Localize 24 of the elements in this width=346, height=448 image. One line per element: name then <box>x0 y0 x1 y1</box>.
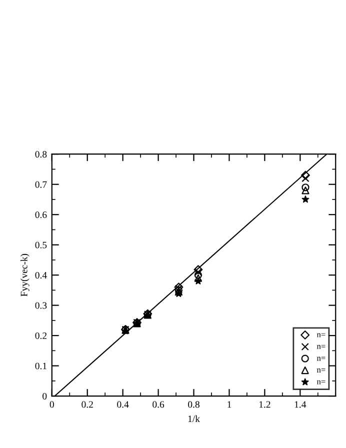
y-tick-label: 0.6 <box>35 212 47 218</box>
y-tick-label: 0.4 <box>35 272 47 279</box>
legend-label: n= <box>316 356 326 361</box>
legend-label: n= <box>316 345 326 349</box>
y-tick-label: 0.7 <box>35 181 47 188</box>
x-tick-label: 0.2 <box>82 401 93 408</box>
x-axis-title: 1/k <box>188 415 200 422</box>
y-tick-label: 0.3 <box>35 302 47 309</box>
y-tick-label: 0.5 <box>35 242 47 248</box>
y-tick-label: 0.2 <box>35 332 47 340</box>
x-tick-label: 0 <box>50 401 54 408</box>
y-axis-title: Fyy(vec-k) <box>20 254 30 296</box>
y-tick-label: 0.8 <box>35 151 47 158</box>
legend-label: n= <box>316 368 326 372</box>
legend-label: n= <box>316 380 326 384</box>
x-tick-label: 1 <box>228 401 232 408</box>
x-tick-label: 0.8 <box>188 401 200 408</box>
legend-label: n= <box>316 333 326 338</box>
x-tick-label: 0.6 <box>152 401 164 408</box>
x-tick-label: 1.4 <box>294 401 306 408</box>
x-tick-label: 1.2 <box>259 401 270 408</box>
y-tick-label: 0 <box>42 392 47 400</box>
x-tick-label: 0.4 <box>117 401 129 408</box>
y-tick-label: 0.1 <box>35 362 46 370</box>
